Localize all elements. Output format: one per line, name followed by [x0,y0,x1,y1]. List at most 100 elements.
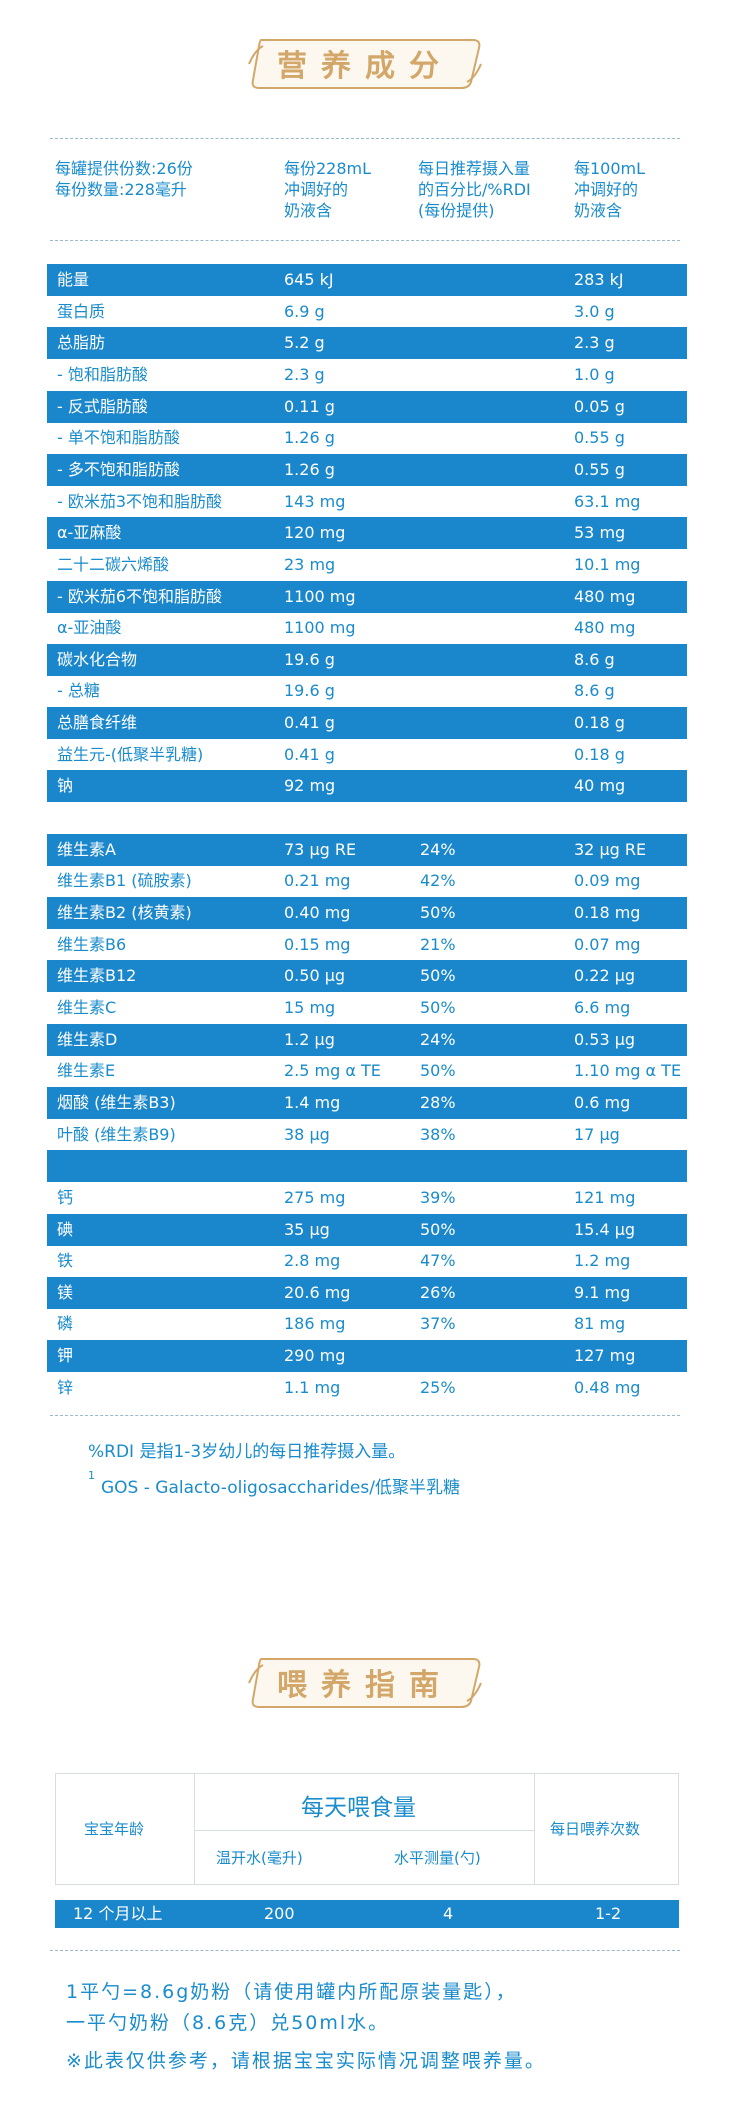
per-serving-value: 73 µg RE [284,840,357,859]
per-100ml-value: 121 mg [574,1188,636,1207]
nutrient-name: - 单不饱和脂肪酸 [57,428,180,447]
times-header: 每日喂养次数 [550,1820,641,1838]
per-serving-value: 2.5 mg α TE [284,1061,381,1080]
rdi-value: 38% [420,1125,456,1144]
nutrient-name: - 欧米茄3不饱和脂肪酸 [57,492,223,511]
nutrient-row: 磷 186 mg 37% 81 mg [47,1308,687,1340]
per-100ml-value: 0.22 µg [574,966,636,985]
feeding-row: 12 个月以上 200 4 1-2 [55,1900,679,1928]
table-divider [194,1774,195,1884]
per-100ml-value: 0.18 g [574,745,625,764]
rdi-value: 25% [420,1378,456,1397]
rdi-value: 24% [420,840,456,859]
nutrient-name: 维生素B6 [57,935,127,954]
per-100ml-value: 8.6 g [574,681,615,700]
nutrition-title: 营养成分 [277,49,453,84]
per-serving-value: 120 mg [284,523,346,542]
nutrient-row: 总脂肪 5.2 g 2.3 g [47,327,687,359]
table-divider [534,1774,535,1884]
nutrient-row: 二十二碳六烯酸 23 mg 10.1 mg [47,549,687,581]
per-100ml-value: 0.6 mg [574,1093,631,1112]
nutrient-name: 铁 [57,1251,74,1270]
rdi-value: 50% [420,998,456,1017]
per-serving-value: 5.2 g [284,333,325,352]
nutrient-name: - 欧米茄6不饱和脂肪酸 [57,587,223,606]
nutrient-name: 总膳食纤维 [57,713,138,732]
per-100ml-value: 0.09 mg [574,871,641,890]
per-100ml-value: 0.55 g [574,428,625,447]
nutrient-name: - 反式脂肪酸 [57,397,148,416]
per-serving-value: 0.41 g [284,713,335,732]
nutrient-name: 烟酸 (维生素B3) [57,1093,176,1112]
servings-info: 每罐提供份数:26份 每份数量:228毫升 [55,159,193,199]
nutrient-row: 总膳食纤维 0.41 g 0.18 g [47,707,687,739]
nutrient-name: 维生素B2 (核黄素) [57,903,192,922]
per-100ml-header: 每100mL 冲调好的 奶液含 [574,159,646,220]
nutrient-name: 维生素C [57,998,117,1017]
nutrient-name: 维生素B1 (硫胺素) [57,871,192,890]
per-100ml-value: 283 kJ [574,270,624,289]
per-serving-value: 15 mg [284,998,336,1017]
nutrient-row: - 欧米茄6不饱和脂肪酸 1100 mg 480 mg [47,581,687,613]
per-serving-value: 0.11 g [284,397,335,416]
divider [50,240,680,241]
nutrient-name: 维生素E [57,1061,116,1080]
per-100ml-value: 480 mg [574,587,636,606]
per-100ml-value: 0.18 g [574,713,625,732]
per-serving-value: 1.1 mg [284,1378,341,1397]
per-100ml-value: 15.4 µg [574,1220,636,1239]
feeding-title: 喂养指南 [277,1668,453,1703]
nutrient-row: 维生素D 1.2 µg 24% 0.53 µg [47,1024,687,1056]
nutrient-name: 维生素D [57,1030,118,1049]
nutrient-row: α-亚油酸 1100 mg 480 mg [47,612,687,644]
per-serving-value: 6.9 g [284,302,325,321]
rdi-value: 37% [420,1314,456,1333]
scoop-note-2: 一平勺奶粉（8.6克）兑50ml水。 [66,2012,390,2034]
rdi-value: 50% [420,966,456,985]
nutrient-name: 益生元-(低聚半乳糖) [57,745,204,764]
table-divider [194,1830,534,1831]
water-header: 温开水(毫升) [216,1849,303,1867]
scoop-header: 水平测量(勺) [394,1849,481,1867]
nutrient-name: - 饱和脂肪酸 [57,365,148,384]
title-frame-graphic [248,1658,482,1708]
nutrient-row: 维生素C 15 mg 50% 6.6 mg [47,992,687,1024]
per-100ml-value: 0.48 mg [574,1378,641,1397]
per-100ml-value: 32 µg RE [574,840,647,859]
nutrient-row: - 欧米茄3不饱和脂肪酸 143 mg 63.1 mg [47,486,687,518]
nutrient-row: 蛋白质 6.9 g 3.0 g [47,296,687,328]
per-100ml-value: 0.18 mg [574,903,641,922]
nutrient-name: 钠 [57,776,74,795]
nutrient-name: 叶酸 (维生素B9) [57,1125,176,1144]
per-100ml-value: 2.3 g [574,333,615,352]
nutrient-name: 钾 [57,1346,74,1365]
per-100ml-value: 10.1 mg [574,555,641,574]
per-100ml-value: 480 mg [574,618,636,637]
nutrient-row: 铁 2.8 mg 47% 1.2 mg [47,1245,687,1277]
per-serving-value: 186 mg [284,1314,346,1333]
nutrient-row: 维生素E 2.5 mg α TE 50% 1.10 mg α TE [47,1055,687,1087]
nutrient-name: - 多不饱和脂肪酸 [57,460,180,479]
per-serving-value: 1.26 g [284,460,335,479]
rdi-value: 47% [420,1251,456,1270]
rdi-value: 26% [420,1283,456,1302]
feeding-scoop: 4 [443,1904,454,1923]
rdi-value: 28% [420,1093,456,1112]
nutrient-row: 镁 20.6 mg 26% 9.1 mg [47,1277,687,1309]
reference-note: ※此表仅供参考，请根据宝宝实际情况调整喂养量。 [66,2050,546,2072]
nutrient-name: 钙 [57,1188,74,1207]
feeding-table: 宝宝年龄 每天喂食量 温开水(毫升) 水平测量(勺) 每日喂养次数 [55,1773,679,1885]
nutrient-name: 维生素B12 [57,966,137,985]
nutrient-row: - 饱和脂肪酸 2.3 g 1.0 g [47,359,687,391]
nutrient-name: α-亚油酸 [57,618,122,637]
nutrient-row: 钾 290 mg 127 mg [47,1340,687,1372]
per-serving-value: 290 mg [284,1346,346,1365]
per-100ml-value: 63.1 mg [574,492,641,511]
nutrient-name: 碘 [57,1220,74,1239]
divider [50,1950,680,1951]
divider [50,138,680,139]
nutrient-row: - 单不饱和脂肪酸 1.26 g 0.55 g [47,422,687,454]
per-serving-value: 38 µg [284,1125,330,1144]
feeding-title-badge: 喂养指南 [0,1655,730,1709]
gos-note: 1GOS - Galacto-oligosaccharides/低聚半乳糖 [88,1469,460,1498]
